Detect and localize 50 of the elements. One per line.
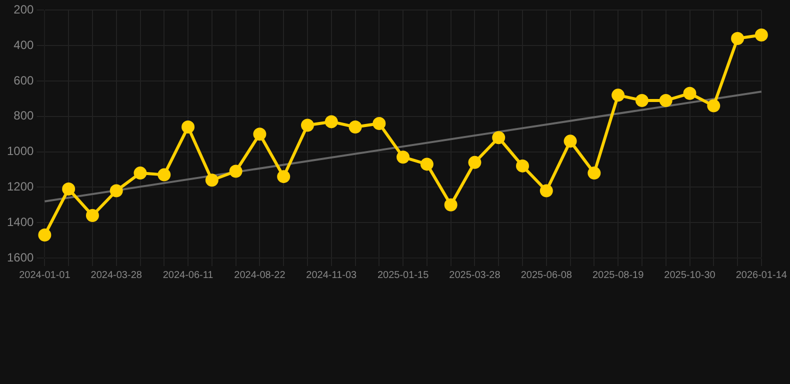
point	[62, 182, 76, 196]
point	[564, 134, 577, 148]
point	[492, 131, 506, 144]
x-tick-label: 2024-03-28	[90, 270, 142, 281]
point	[229, 164, 242, 178]
x-tick-label: 2026-01-14	[736, 270, 788, 281]
y-tick-label: 1600	[6, 250, 34, 264]
point	[754, 28, 768, 42]
point	[277, 170, 290, 184]
point	[396, 150, 410, 164]
point	[253, 128, 266, 141]
y-tick-label: 600	[14, 73, 34, 88]
y-tick-label: 200	[14, 2, 34, 17]
y-tick-label: 800	[14, 108, 34, 123]
y-tick-label: 1000	[6, 144, 34, 158]
point	[540, 184, 553, 198]
point	[588, 166, 601, 180]
point	[300, 118, 314, 132]
point	[659, 94, 672, 107]
point	[182, 120, 195, 134]
x-tick-label: 2025-03-28	[449, 270, 501, 281]
y-tick-label: 1200	[6, 180, 34, 194]
point	[516, 159, 530, 172]
x-tick-label: 2024-01-01	[19, 270, 71, 281]
point	[635, 94, 648, 107]
point	[444, 198, 458, 212]
point	[86, 209, 99, 222]
point	[158, 168, 171, 182]
x-tick-label: 2025-01-15	[377, 270, 430, 281]
x-tick-label: 2024-11-03	[306, 270, 358, 281]
x-tick-label: 2025-10-30	[664, 270, 716, 281]
point	[707, 99, 720, 112]
y-tick-label: 400	[14, 38, 34, 52]
x-tick-label: 2024-06-11	[162, 270, 214, 281]
point	[38, 228, 52, 242]
point	[134, 166, 147, 180]
y-tick-label: 1400	[6, 214, 34, 229]
x-tick-label: 2024-08-22	[234, 270, 286, 281]
point	[110, 184, 123, 198]
x-tick-label: 2025-06-08	[520, 270, 572, 281]
point	[205, 174, 218, 187]
point	[612, 88, 625, 102]
point	[420, 158, 434, 171]
point	[731, 32, 744, 46]
point	[348, 120, 362, 134]
point	[468, 156, 482, 169]
point	[324, 115, 338, 128]
point	[372, 116, 386, 130]
point	[683, 86, 696, 100]
x-tick-label: 2025-08-19	[592, 270, 644, 281]
